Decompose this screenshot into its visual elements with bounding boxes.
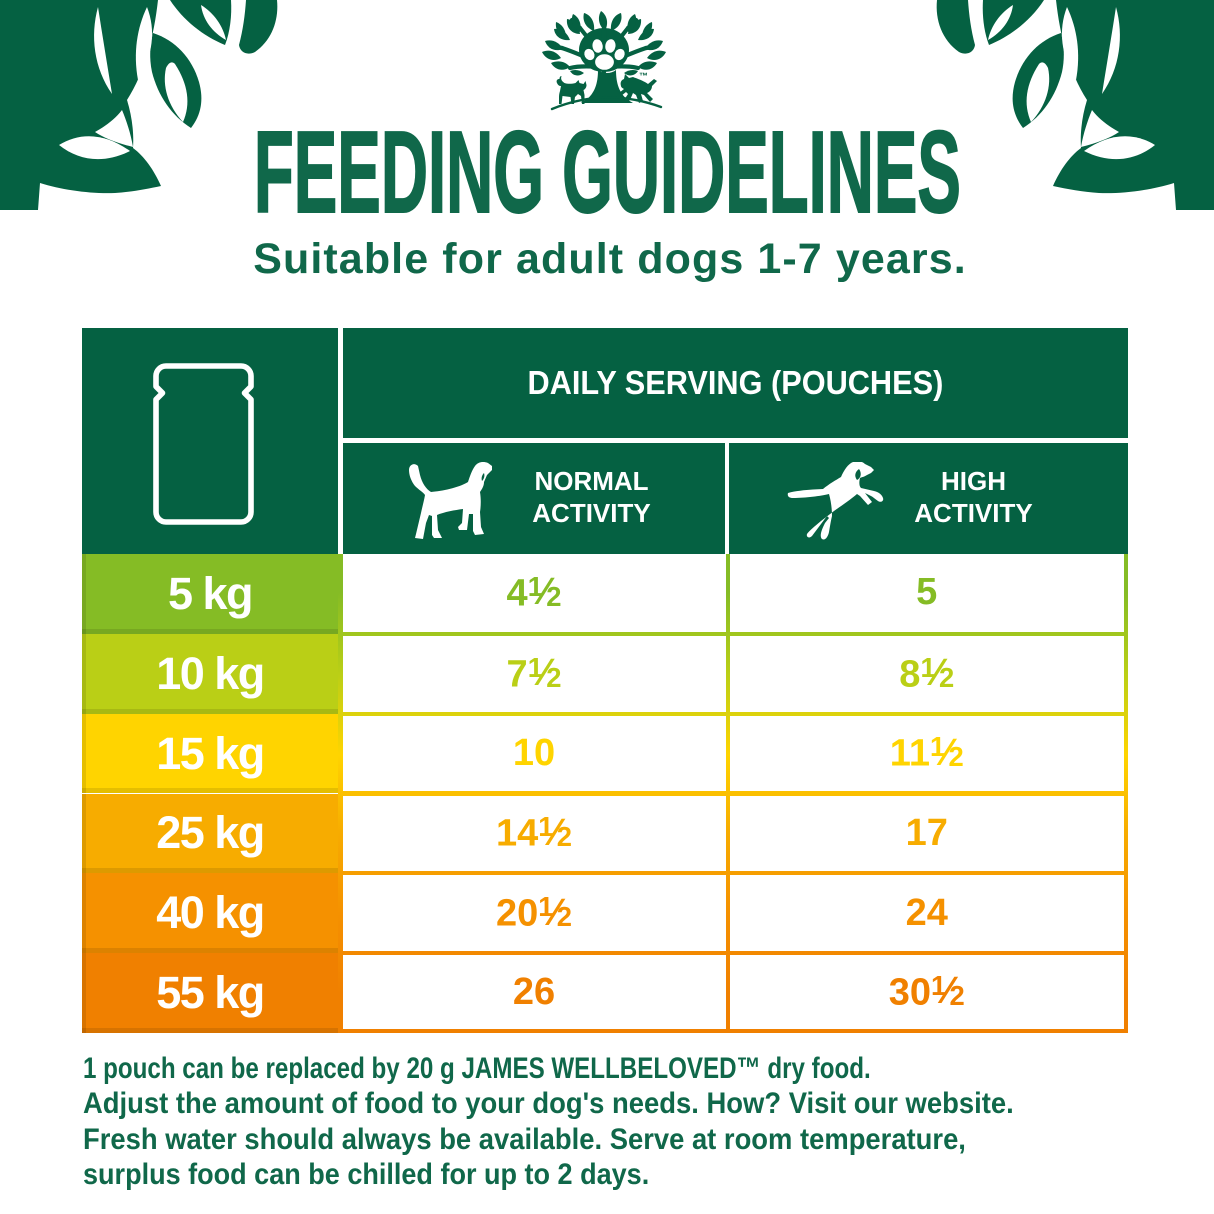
svg-text:™: ™ xyxy=(639,71,648,81)
